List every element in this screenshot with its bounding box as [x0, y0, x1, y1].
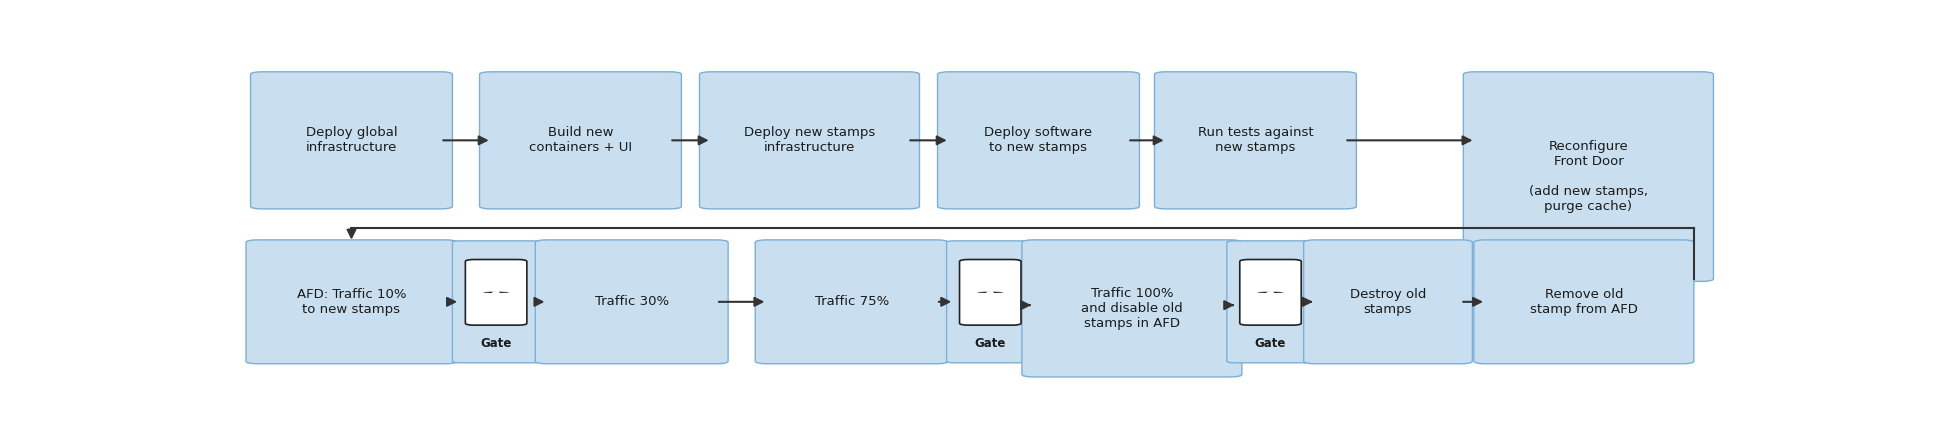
Text: Traffic 30%: Traffic 30% [595, 295, 669, 308]
FancyBboxPatch shape [1227, 241, 1314, 363]
Text: Deploy global
infrastructure: Deploy global infrastructure [305, 126, 397, 155]
FancyBboxPatch shape [960, 259, 1021, 325]
Text: Gate: Gate [974, 337, 1005, 350]
FancyBboxPatch shape [754, 240, 949, 364]
FancyBboxPatch shape [465, 259, 527, 325]
FancyBboxPatch shape [480, 72, 682, 209]
FancyBboxPatch shape [1155, 72, 1357, 209]
FancyBboxPatch shape [1304, 240, 1472, 364]
FancyBboxPatch shape [1464, 72, 1713, 281]
FancyBboxPatch shape [700, 72, 920, 209]
Text: Build new
containers + UI: Build new containers + UI [529, 126, 632, 155]
Text: Run tests against
new stamps: Run tests against new stamps [1198, 126, 1314, 155]
Ellipse shape [1258, 292, 1283, 293]
Text: Gate: Gate [1254, 337, 1287, 350]
Ellipse shape [484, 292, 509, 293]
FancyBboxPatch shape [1240, 259, 1301, 325]
Text: AFD: Traffic 10%
to new stamps: AFD: Traffic 10% to new stamps [297, 288, 406, 316]
FancyBboxPatch shape [535, 240, 729, 364]
FancyBboxPatch shape [937, 72, 1139, 209]
Text: Remove old
stamp from AFD: Remove old stamp from AFD [1530, 288, 1637, 316]
FancyBboxPatch shape [251, 72, 453, 209]
FancyBboxPatch shape [247, 240, 457, 364]
FancyBboxPatch shape [947, 241, 1034, 363]
Text: Traffic 75%: Traffic 75% [815, 295, 888, 308]
FancyBboxPatch shape [1023, 240, 1242, 377]
FancyBboxPatch shape [1474, 240, 1693, 364]
Ellipse shape [978, 292, 1003, 293]
Text: Traffic 100%
and disable old
stamps in AFD: Traffic 100% and disable old stamps in A… [1081, 287, 1182, 330]
Text: Reconfigure
Front Door

(add new stamps,
purge cache): Reconfigure Front Door (add new stamps, … [1528, 140, 1649, 213]
FancyBboxPatch shape [453, 241, 540, 363]
Text: Deploy new stamps
infrastructure: Deploy new stamps infrastructure [745, 126, 875, 155]
Text: Destroy old
stamps: Destroy old stamps [1349, 288, 1427, 316]
Text: Gate: Gate [480, 337, 511, 350]
Text: Deploy software
to new stamps: Deploy software to new stamps [984, 126, 1093, 155]
